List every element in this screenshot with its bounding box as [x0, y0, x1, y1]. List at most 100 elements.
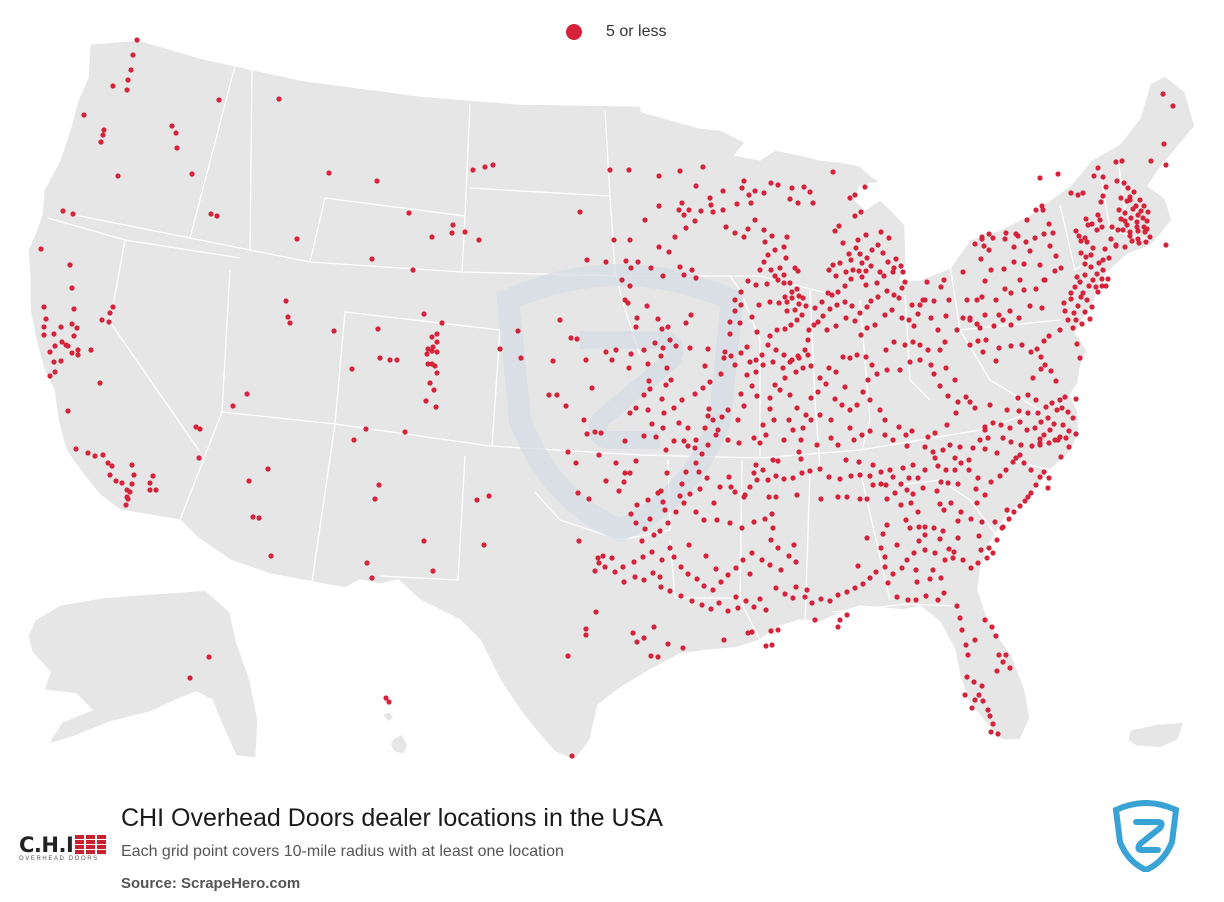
location-point	[872, 322, 878, 328]
location-point	[74, 325, 80, 331]
location-point	[767, 333, 773, 339]
location-point	[196, 455, 202, 461]
location-point	[1041, 231, 1047, 237]
location-point	[875, 294, 881, 300]
location-point	[722, 349, 728, 355]
location-point	[987, 402, 993, 408]
location-point	[935, 463, 941, 469]
location-point	[734, 201, 740, 207]
location-point	[891, 292, 897, 298]
location-point	[1122, 244, 1128, 250]
location-point	[943, 313, 949, 319]
location-point	[733, 565, 739, 571]
location-point	[882, 432, 888, 438]
location-point	[642, 217, 648, 223]
location-point	[1047, 243, 1053, 249]
location-point	[660, 499, 666, 505]
location-point	[1010, 459, 1016, 465]
location-point	[596, 452, 602, 458]
location-point	[641, 635, 647, 641]
location-point	[1096, 260, 1102, 266]
location-point	[129, 481, 135, 487]
location-point	[1133, 203, 1139, 209]
location-point	[51, 331, 57, 337]
legend-label: 5 or less	[606, 23, 667, 40]
location-point	[753, 282, 759, 288]
location-point	[937, 536, 943, 542]
location-point	[904, 487, 910, 493]
location-point	[1144, 226, 1150, 232]
location-point	[932, 430, 938, 436]
location-point	[819, 299, 825, 305]
location-point	[765, 477, 771, 483]
location-point	[789, 295, 795, 301]
location-point	[52, 369, 58, 375]
location-point	[800, 425, 806, 431]
location-point	[1000, 317, 1006, 323]
location-point	[650, 570, 656, 576]
location-point	[686, 542, 692, 548]
puerto-rico	[1127, 721, 1185, 749]
location-point	[739, 525, 745, 531]
location-point	[732, 308, 738, 314]
location-point	[634, 315, 640, 321]
location-point	[124, 87, 130, 93]
location-point	[904, 557, 910, 563]
location-point	[602, 564, 608, 570]
location-point	[656, 203, 662, 209]
location-point	[434, 349, 440, 355]
location-point	[1075, 192, 1081, 198]
location-point	[1047, 427, 1053, 433]
location-point	[1008, 290, 1014, 296]
location-point	[633, 324, 639, 330]
location-point	[450, 222, 456, 228]
location-point	[1037, 474, 1043, 480]
location-point	[717, 484, 723, 490]
location-point	[909, 302, 915, 308]
location-point	[583, 626, 589, 632]
location-point	[1122, 210, 1128, 216]
location-point	[677, 493, 683, 499]
location-point	[745, 630, 751, 636]
location-point	[577, 209, 583, 215]
location-point	[882, 417, 888, 423]
location-point	[844, 589, 850, 595]
location-point	[1075, 303, 1081, 309]
location-point	[839, 402, 845, 408]
location-point	[757, 440, 763, 446]
location-point	[38, 246, 44, 252]
location-point	[990, 420, 996, 426]
location-point	[843, 269, 849, 275]
location-point	[847, 407, 853, 413]
location-point	[817, 375, 823, 381]
location-point	[1000, 659, 1006, 665]
location-point	[554, 392, 560, 398]
location-point	[721, 355, 727, 361]
location-point	[864, 496, 870, 502]
location-point	[693, 437, 699, 443]
location-point	[1013, 231, 1019, 237]
location-point	[641, 577, 647, 583]
location-point	[979, 519, 985, 525]
location-point	[434, 370, 440, 376]
location-point	[1099, 276, 1105, 282]
location-point	[843, 457, 849, 463]
location-point	[1077, 279, 1083, 285]
location-point	[943, 365, 949, 371]
location-point	[88, 347, 94, 353]
location-point	[828, 435, 834, 441]
location-point	[975, 338, 981, 344]
location-point	[1023, 239, 1029, 245]
location-point	[1055, 437, 1061, 443]
location-point	[805, 352, 811, 358]
location-point	[966, 467, 972, 473]
location-point	[1124, 222, 1130, 228]
location-point	[462, 229, 468, 235]
location-point	[749, 383, 755, 389]
location-point	[1083, 254, 1089, 260]
location-point	[906, 317, 912, 323]
location-point	[52, 343, 58, 349]
location-point	[425, 361, 431, 367]
location-point	[800, 365, 806, 371]
location-point	[773, 347, 779, 353]
